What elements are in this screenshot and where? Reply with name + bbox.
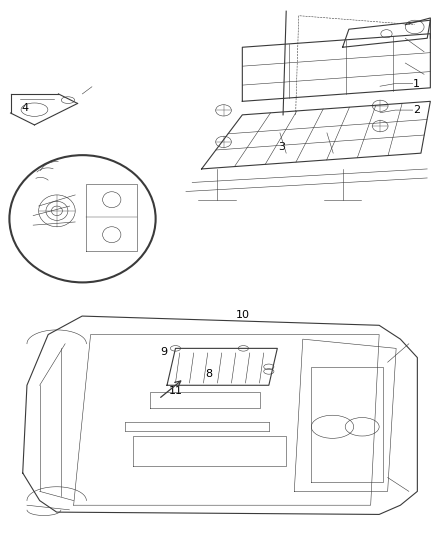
Text: 8: 8 xyxy=(205,369,212,378)
Text: 5: 5 xyxy=(41,199,48,209)
Text: 4: 4 xyxy=(21,103,28,114)
Text: 11: 11 xyxy=(169,386,183,396)
Text: 10: 10 xyxy=(236,310,250,320)
Text: 6: 6 xyxy=(78,191,85,201)
Text: 1: 1 xyxy=(413,78,420,88)
Text: 7: 7 xyxy=(121,208,128,219)
Text: 9: 9 xyxy=(160,348,167,358)
Text: 2: 2 xyxy=(413,105,420,115)
Text: 3: 3 xyxy=(278,142,285,152)
